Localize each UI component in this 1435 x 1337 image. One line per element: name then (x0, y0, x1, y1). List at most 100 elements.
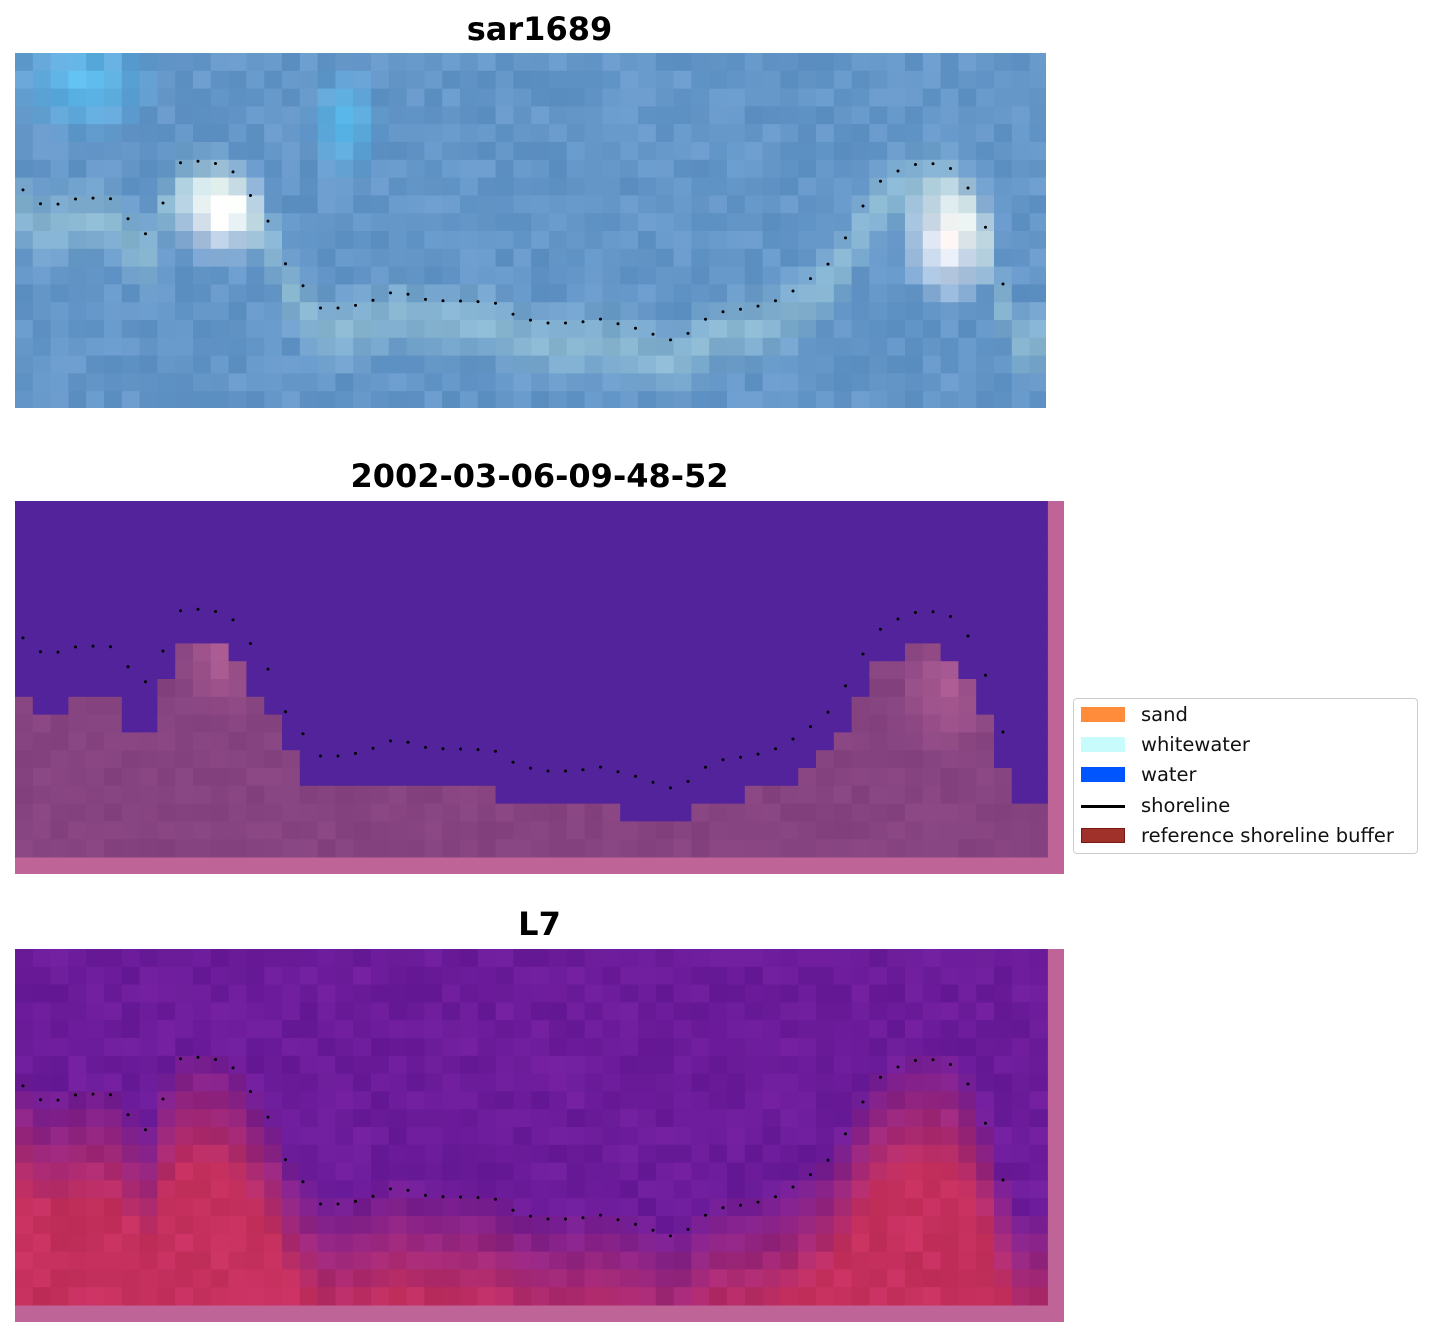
image-pixel (50, 1127, 69, 1146)
image-pixel (851, 839, 870, 858)
image-pixel (86, 785, 105, 805)
image-pixel (175, 391, 194, 408)
image-pixel (549, 803, 568, 822)
image-pixel (833, 1216, 853, 1235)
image-pixel (727, 1269, 746, 1288)
image-pixel (620, 679, 639, 698)
image-pixel (424, 590, 443, 609)
image-pixel (638, 1198, 657, 1217)
image-pixel (549, 501, 568, 520)
image-pixel (976, 1073, 995, 1092)
image-pixel (566, 625, 586, 644)
image-pixel (32, 1180, 52, 1199)
image-pixel (121, 732, 141, 751)
image-pixel (210, 625, 230, 644)
image-pixel (940, 643, 959, 662)
image-pixel (798, 661, 817, 680)
image-pixel (584, 1055, 603, 1075)
image-pixel (104, 643, 123, 662)
image-pixel (691, 714, 710, 733)
image-pixel (780, 625, 799, 644)
image-pixel (15, 1216, 34, 1235)
image-pixel (228, 88, 247, 107)
image-pixel (210, 732, 230, 751)
image-pixel (32, 1055, 52, 1075)
image-pixel (282, 124, 301, 143)
image-pixel (68, 714, 87, 733)
image-pixel (549, 302, 568, 321)
image-pixel (566, 518, 586, 538)
image-pixel (104, 391, 123, 408)
image-pixel (798, 803, 817, 822)
image-pixel (282, 803, 301, 822)
image-pixel (1029, 1002, 1048, 1021)
image-pixel (1029, 1233, 1048, 1253)
image-pixel (549, 768, 568, 787)
image-pixel (976, 337, 995, 357)
image-pixel (709, 1127, 728, 1146)
image-pixel (193, 391, 212, 408)
image-pixel (388, 142, 408, 161)
image-pixel (299, 88, 319, 107)
image-pixel (104, 572, 123, 591)
image-pixel (175, 1198, 194, 1217)
image-pixel (780, 213, 799, 232)
image-pixel (282, 302, 301, 321)
image-pixel (762, 679, 781, 698)
image-pixel (121, 714, 141, 733)
image-pixel (905, 213, 924, 232)
image-pixel (673, 803, 692, 822)
image-pixel (549, 821, 568, 840)
image-pixel (139, 213, 158, 232)
shoreline-point (546, 321, 550, 325)
image-pixel (851, 1038, 870, 1057)
image-pixel (780, 391, 799, 408)
image-pixel (833, 142, 853, 161)
image-pixel (50, 302, 69, 321)
image-pixel (139, 518, 158, 538)
image-pixel (602, 266, 621, 285)
image-pixel (264, 1144, 283, 1164)
image-pixel (68, 1251, 87, 1270)
image-pixel (388, 1287, 408, 1306)
image-pixel (495, 373, 514, 392)
image-pixel (513, 302, 532, 321)
image-pixel (620, 391, 639, 408)
image-pixel (317, 785, 336, 805)
image-pixel (246, 213, 265, 232)
image-pixel (299, 696, 319, 716)
image-pixel (638, 803, 657, 822)
image-pixel (940, 1269, 959, 1288)
image-pixel (353, 213, 372, 232)
image-pixel (549, 679, 568, 698)
image-pixel (406, 590, 425, 609)
image-pixel (994, 373, 1013, 392)
image-pixel (264, 1180, 283, 1199)
image-pixel (744, 302, 764, 321)
image-pixel (655, 70, 675, 90)
image-pixel (1029, 590, 1048, 609)
image-pixel (976, 1233, 995, 1253)
image-pixel (958, 949, 977, 968)
image-pixel (584, 391, 603, 408)
image-pixel (922, 501, 942, 520)
image-pixel (86, 732, 105, 751)
image-pixel (68, 1269, 87, 1288)
image-pixel (228, 1038, 247, 1057)
image-pixel (193, 1180, 212, 1199)
image-pixel (780, 1038, 799, 1057)
image-pixel (816, 195, 835, 214)
image-pixel (210, 839, 230, 858)
image-pixel (851, 803, 870, 822)
image-pixel (121, 1216, 141, 1235)
image-pixel (762, 966, 781, 986)
image-pixel (442, 88, 461, 107)
image-pixel (477, 607, 497, 627)
image-pixel (442, 213, 461, 232)
shoreline-point (599, 317, 602, 321)
image-pixel (833, 625, 853, 644)
image-pixel (887, 142, 906, 161)
image-pixel (210, 1287, 230, 1306)
image-pixel (584, 320, 603, 339)
image-pixel (673, 1055, 692, 1075)
